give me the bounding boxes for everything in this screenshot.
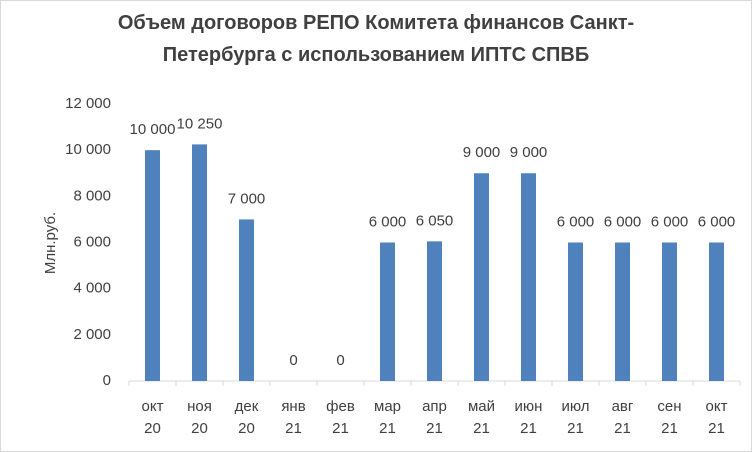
data-label: 6 000: [369, 213, 407, 230]
data-label: 6 050: [416, 212, 454, 229]
x-tick-label: июл 21: [561, 398, 590, 437]
data-label: 6 000: [651, 213, 689, 230]
x-tick-label: апр 21: [422, 398, 447, 437]
x-tick-label: ноя 20: [187, 398, 212, 437]
x-tick-label: мар 21: [374, 398, 401, 437]
data-label: 6 000: [557, 213, 595, 230]
bar: [427, 241, 442, 381]
bar: [568, 242, 583, 381]
bar: [380, 242, 395, 381]
bar: [239, 219, 254, 381]
chart-title: Объем договоров РЕПО Комитета финансов С…: [117, 12, 635, 66]
y-tick-label: 0: [103, 372, 111, 389]
y-tick-label: 8 000: [73, 187, 111, 204]
x-tick-label: дек 20: [234, 398, 259, 437]
x-tick-label: авг 21: [611, 398, 634, 437]
y-tick-label: 10 000: [65, 141, 111, 158]
data-label: 9 000: [463, 144, 501, 161]
data-label: 0: [336, 352, 344, 369]
x-tick-label: янв 21: [281, 398, 306, 437]
data-label: 0: [289, 352, 297, 369]
data-label: 10 000: [130, 121, 176, 138]
y-tick-label: 12 000: [65, 95, 111, 112]
bar: [709, 242, 724, 381]
data-label: 6 000: [604, 213, 642, 230]
x-tick-label: окт 20: [141, 398, 164, 437]
y-axis-label: Млн.руб.: [42, 212, 59, 274]
bar: [474, 173, 489, 381]
y-tick-label: 6 000: [73, 233, 111, 250]
data-label: 9 000: [510, 144, 548, 161]
y-tick-label: 2 000: [73, 326, 111, 343]
x-tick-label: май 21: [467, 398, 496, 437]
bar: [615, 242, 630, 381]
bar: [521, 173, 536, 381]
x-tick-label: июн 21: [514, 398, 543, 437]
data-label: 6 000: [698, 213, 736, 230]
y-tick-label: 4 000: [73, 280, 111, 297]
x-tick-label: фев 21: [326, 398, 355, 437]
bar: [662, 242, 677, 381]
data-label: 7 000: [228, 190, 266, 207]
x-tick-label: сен 21: [657, 398, 682, 437]
x-tick-label: окт 21: [705, 398, 728, 437]
bar: [192, 144, 207, 381]
bar: [145, 150, 160, 381]
data-label: 10 250: [177, 115, 223, 132]
